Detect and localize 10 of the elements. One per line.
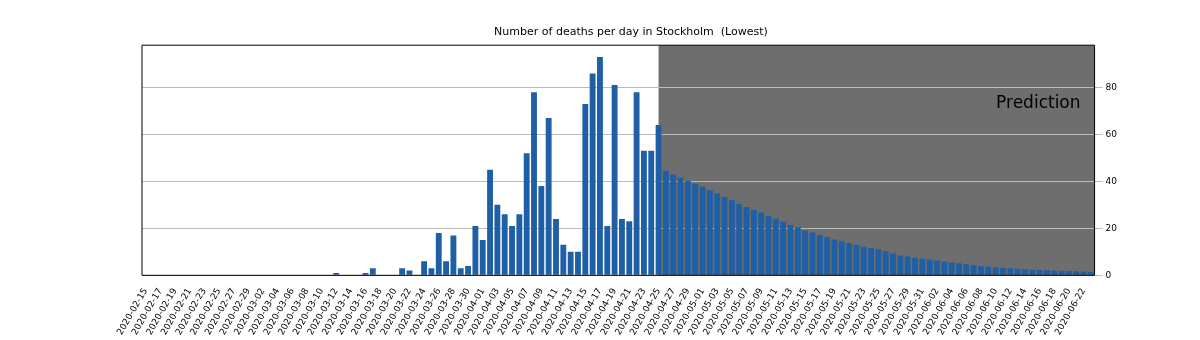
bar — [369, 268, 376, 275]
y-tick-label: 0 — [1105, 269, 1112, 280]
y-tick-label: 60 — [1105, 128, 1118, 139]
bar — [399, 268, 406, 275]
annotation: Prediction — [996, 92, 1081, 113]
y-tick-label: 20 — [1105, 222, 1118, 233]
bar — [1087, 272, 1094, 275]
chart-title: Number of deaths per day in Stockholm (Lowest) — [494, 25, 768, 39]
y-tick-label: 80 — [1105, 81, 1118, 92]
y-tick-label: 40 — [1105, 175, 1118, 186]
